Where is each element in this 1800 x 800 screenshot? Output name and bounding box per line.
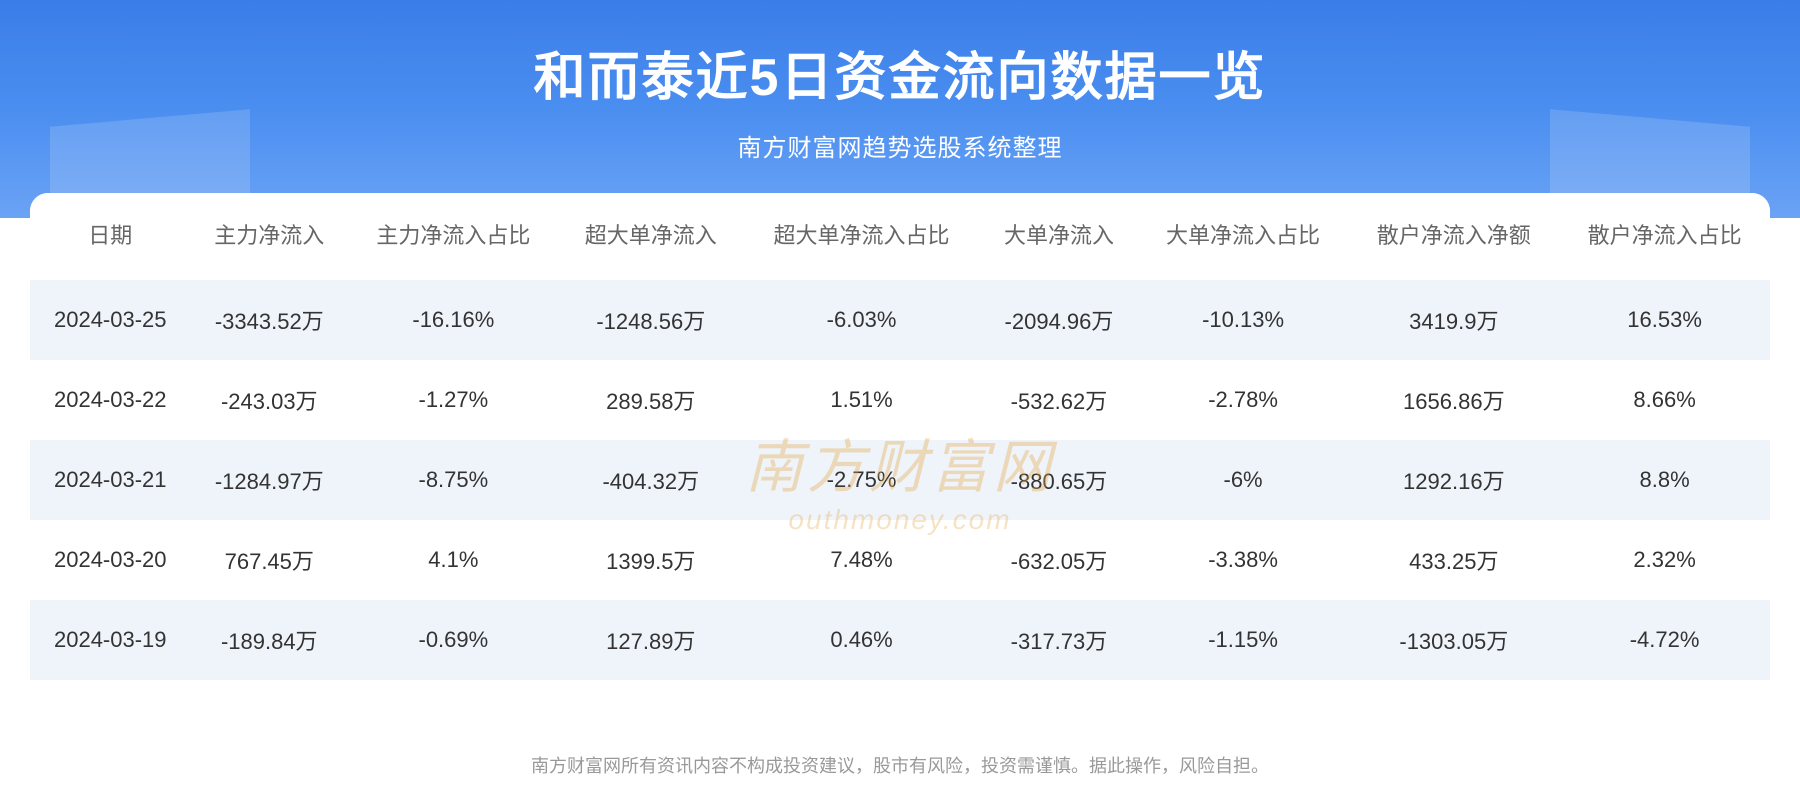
table-row: 2024-03-20 767.45万 4.1% 1399.5万 7.48% -6… [30, 520, 1770, 600]
col-header: 超大单净流入占比 [743, 193, 980, 280]
table-header-row: 日期 主力净流入 主力净流入占比 超大单净流入 超大单净流入占比 大单净流入 大… [30, 193, 1770, 280]
cell: 2024-03-25 [30, 280, 191, 360]
col-header: 日期 [30, 193, 191, 280]
cell: -0.69% [348, 600, 559, 680]
col-header: 主力净流入 [191, 193, 348, 280]
cell: -1.27% [348, 360, 559, 440]
cell: -3.38% [1138, 520, 1349, 600]
table-body: 2024-03-25 -3343.52万 -16.16% -1248.56万 -… [30, 280, 1770, 680]
cell: -6% [1138, 440, 1349, 520]
cell: -632.05万 [980, 520, 1137, 600]
cell: -2.75% [743, 440, 980, 520]
cell: 8.8% [1559, 440, 1770, 520]
cell: -4.72% [1559, 600, 1770, 680]
cell: 2.32% [1559, 520, 1770, 600]
page-footer: 南方财富网所有资讯内容不构成投资建议，股市有风险，投资需谨慎。据此操作，风险自担… [0, 730, 1800, 800]
cell: -1303.05万 [1348, 600, 1559, 680]
cell: -1.15% [1138, 600, 1349, 680]
cell: -189.84万 [191, 600, 348, 680]
col-header: 大单净流入 [980, 193, 1137, 280]
cell: 4.1% [348, 520, 559, 600]
cell: 289.58万 [559, 360, 743, 440]
col-header: 大单净流入占比 [1138, 193, 1349, 280]
cell: 1.51% [743, 360, 980, 440]
cell: -532.62万 [980, 360, 1137, 440]
page-header: 和而泰近5日资金流向数据一览 南方财富网趋势选股系统整理 [0, 0, 1800, 218]
page-subtitle: 南方财富网趋势选股系统整理 [40, 128, 1760, 163]
cell: 127.89万 [559, 600, 743, 680]
cell: -317.73万 [980, 600, 1137, 680]
table-row: 2024-03-21 -1284.97万 -8.75% -404.32万 -2.… [30, 440, 1770, 520]
cell: -3343.52万 [191, 280, 348, 360]
page-container: 和而泰近5日资金流向数据一览 南方财富网趋势选股系统整理 南方财富网 outhm… [0, 0, 1800, 800]
cell: 3419.9万 [1348, 280, 1559, 360]
cell: -404.32万 [559, 440, 743, 520]
cell: 2024-03-19 [30, 600, 191, 680]
cell: 1399.5万 [559, 520, 743, 600]
data-table: 日期 主力净流入 主力净流入占比 超大单净流入 超大单净流入占比 大单净流入 大… [30, 193, 1770, 680]
cell: 0.46% [743, 600, 980, 680]
cell: 2024-03-20 [30, 520, 191, 600]
cell: 1292.16万 [1348, 440, 1559, 520]
cell: 2024-03-22 [30, 360, 191, 440]
cell: -1248.56万 [559, 280, 743, 360]
table-head: 日期 主力净流入 主力净流入占比 超大单净流入 超大单净流入占比 大单净流入 大… [30, 193, 1770, 280]
col-header: 主力净流入占比 [348, 193, 559, 280]
col-header: 散户净流入占比 [1559, 193, 1770, 280]
cell: -8.75% [348, 440, 559, 520]
cell: -243.03万 [191, 360, 348, 440]
cell: 1656.86万 [1348, 360, 1559, 440]
cell: -2094.96万 [980, 280, 1137, 360]
cell: 7.48% [743, 520, 980, 600]
cell: -2.78% [1138, 360, 1349, 440]
cell: -16.16% [348, 280, 559, 360]
table-wrapper: 南方财富网 outhmoney.com 日期 主力净流入 主力净流入占比 超大单… [30, 193, 1770, 730]
cell: 2024-03-21 [30, 440, 191, 520]
cell: -6.03% [743, 280, 980, 360]
table-row: 2024-03-22 -243.03万 -1.27% 289.58万 1.51%… [30, 360, 1770, 440]
cell: 8.66% [1559, 360, 1770, 440]
table-row: 2024-03-25 -3343.52万 -16.16% -1248.56万 -… [30, 280, 1770, 360]
table-row: 2024-03-19 -189.84万 -0.69% 127.89万 0.46%… [30, 600, 1770, 680]
page-title: 和而泰近5日资金流向数据一览 [40, 35, 1760, 110]
cell: -1284.97万 [191, 440, 348, 520]
col-header: 散户净流入净额 [1348, 193, 1559, 280]
col-header: 超大单净流入 [559, 193, 743, 280]
cell: -880.65万 [980, 440, 1137, 520]
cell: 433.25万 [1348, 520, 1559, 600]
cell: 767.45万 [191, 520, 348, 600]
cell: 16.53% [1559, 280, 1770, 360]
cell: -10.13% [1138, 280, 1349, 360]
